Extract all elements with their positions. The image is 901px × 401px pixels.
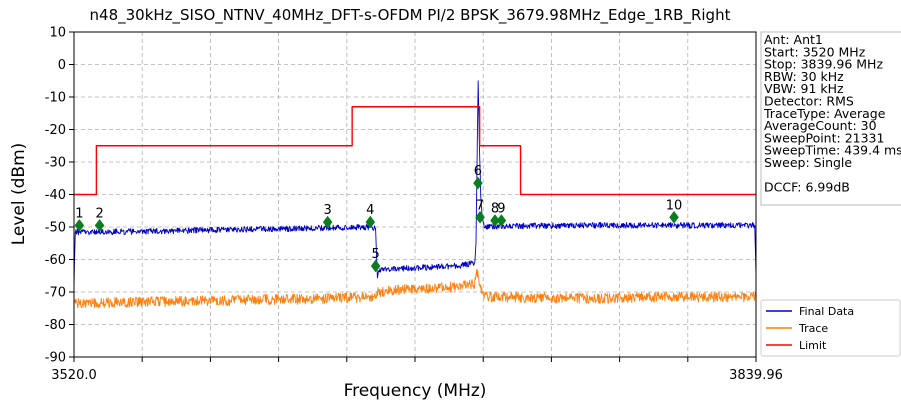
series-line-trace	[73, 268, 757, 309]
info-line: Start: 3520 MHz	[764, 44, 866, 59]
marker-label: 7	[476, 198, 484, 213]
x-axis-label: Frequency (MHz)	[344, 381, 487, 401]
chart-title: n48_30kHz_SISO_NTNV_40MHz_DFT-s-OFDM PI/…	[90, 6, 731, 25]
y-tick-label: -20	[45, 123, 66, 138]
y-tick-label: -90	[45, 351, 66, 366]
legend-label: Limit	[799, 339, 827, 352]
series-layer	[73, 80, 757, 309]
marker-diamond	[496, 214, 507, 227]
marker-diamond	[490, 214, 500, 227]
legend: Final Data Trace Limit	[760, 299, 901, 357]
y-tick-label: 0	[58, 58, 66, 73]
marker-diamond	[322, 215, 333, 229]
x-tick-label-stop: 3839.96	[729, 368, 783, 383]
info-line: RBW: 30 kHz	[764, 69, 844, 84]
info-line: VBW: 91 kHz	[764, 81, 844, 96]
info-box-frame	[760, 31, 901, 206]
y-tick-label: -50	[45, 221, 66, 236]
marker-label: 5	[371, 247, 379, 262]
marker-diamond	[473, 176, 483, 190]
legend-frame	[760, 299, 901, 357]
y-tick-label: -70	[45, 286, 66, 301]
series-line-limit	[74, 106, 756, 196]
marker-label: 6	[474, 164, 482, 179]
x-tick-label-start: 3520.0	[51, 368, 97, 383]
y-tick-label: -30	[45, 156, 66, 171]
marker-diamond	[74, 218, 85, 232]
x-axis-ticks: 3520.0 3839.96	[51, 357, 783, 383]
legend-items: Final Data Trace Limit	[766, 305, 854, 352]
y-tick-label: -80	[45, 318, 66, 333]
info-line: Detector: RMS	[764, 94, 854, 109]
markers-layer: 1 2 3 4 5 6 7 89 10	[74, 164, 683, 273]
marker-label: 9	[497, 202, 505, 217]
marker-label: 1	[75, 206, 83, 221]
marker-diamond	[475, 210, 485, 224]
marker-label: 10	[666, 198, 683, 213]
y-axis-ticks: 10 0 -10 -20 -30 -40 -50 -60 -70 -80 -90	[45, 26, 74, 366]
marker-label: 8	[491, 202, 499, 217]
info-line: SweepTime: 439.4 ms	[764, 143, 901, 158]
y-tick-label: -10	[45, 91, 66, 106]
marker-label: 4	[366, 203, 374, 218]
info-line: SweepPoint: 21331	[764, 130, 884, 145]
info-line: TraceType: Average	[763, 106, 886, 121]
marker-diamond	[669, 210, 679, 224]
info-line: Stop: 3839.96 MHz	[764, 57, 883, 72]
legend-label: Final Data	[799, 305, 854, 318]
info-line: Sweep: Single	[764, 155, 852, 170]
y-axis-label: Level (dBm)	[9, 143, 29, 246]
y-tick-label: -60	[45, 253, 66, 268]
series-line-final-data	[73, 80, 757, 286]
info-line: Ant: Ant1	[764, 32, 823, 47]
y-tick-label: 10	[49, 26, 66, 41]
legend-label: Trace	[798, 322, 828, 335]
y-tick-label: -40	[45, 188, 66, 203]
marker-label: 2	[95, 206, 103, 221]
marker-diamond	[94, 218, 105, 232]
marker-diamond	[370, 259, 381, 273]
info-line: DCCF: 6.99dB	[764, 180, 850, 195]
marker-label: 3	[324, 203, 332, 218]
marker-diamond	[365, 215, 376, 229]
info-line: AverageCount: 30	[764, 118, 877, 133]
